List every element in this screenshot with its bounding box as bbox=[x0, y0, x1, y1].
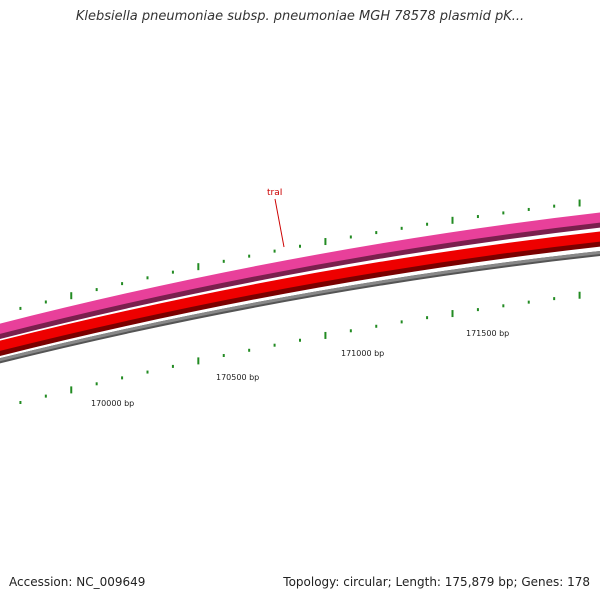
ruler-label-170000: 170000 bp bbox=[91, 399, 134, 408]
ruler-label-171500: 171500 bp bbox=[466, 329, 509, 338]
tick-layer bbox=[19, 199, 581, 404]
ruler-label-170500: 170500 bp bbox=[216, 373, 259, 382]
label-layer: traI 170000 bp 170500 bp 171000 bp 17150… bbox=[91, 188, 509, 408]
backbone-track bbox=[0, 251, 600, 362]
accession-label: Accession: NC_009649 bbox=[9, 575, 146, 589]
ruler-label-171000: 171000 bp bbox=[341, 349, 384, 358]
reverse-strand-track bbox=[0, 231, 600, 351]
map-title: Klebsiella pneumoniae subsp. pneumoniae … bbox=[75, 9, 525, 24]
track-layer bbox=[0, 212, 600, 364]
forward-strand-track bbox=[0, 212, 600, 334]
genome-summary: Topology: circular; Length: 175,879 bp; … bbox=[283, 575, 590, 589]
gene-label-leader bbox=[274, 198, 285, 248]
gene-label-trai[interactable]: traI bbox=[267, 188, 282, 198]
